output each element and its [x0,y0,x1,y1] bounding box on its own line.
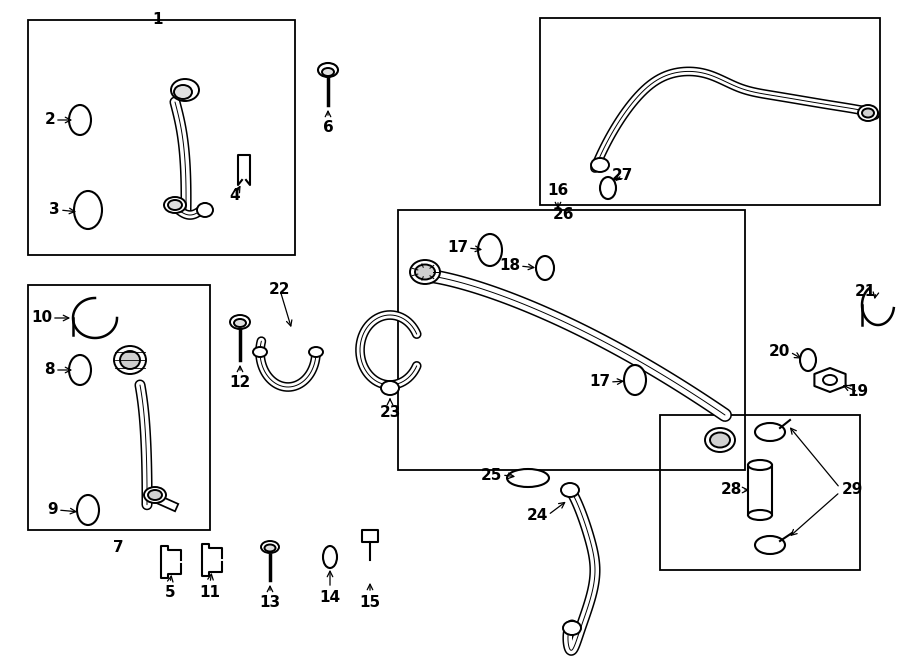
Bar [28,285,210,530]
Ellipse shape [174,85,192,99]
Text: 3: 3 [50,202,60,217]
Ellipse shape [265,545,275,551]
Ellipse shape [823,375,837,385]
Ellipse shape [69,355,91,385]
Text: 2: 2 [44,112,55,128]
Text: 7: 7 [112,540,123,555]
Text: 6: 6 [322,120,333,135]
Text: 26: 26 [553,207,574,222]
Ellipse shape [563,621,581,635]
Text: 17: 17 [447,241,468,256]
Ellipse shape [705,428,735,452]
Ellipse shape [74,191,102,229]
Text: 15: 15 [359,595,381,610]
Ellipse shape [234,319,246,327]
Ellipse shape [309,347,323,357]
Text: 11: 11 [200,585,220,600]
Text: 20: 20 [769,344,790,360]
Text: 18: 18 [499,258,520,274]
Ellipse shape [69,105,91,135]
Ellipse shape [710,432,730,447]
Ellipse shape [323,546,337,568]
Text: 10: 10 [31,311,52,325]
Ellipse shape [318,63,338,77]
Ellipse shape [561,483,579,497]
Text: 16: 16 [547,183,569,198]
Text: 24: 24 [526,508,548,522]
Ellipse shape [862,108,874,118]
Ellipse shape [600,177,616,199]
Text: 4: 4 [230,188,240,202]
Text: 21: 21 [855,284,876,299]
Ellipse shape [322,68,334,76]
Text: 5: 5 [165,585,176,600]
Ellipse shape [120,351,140,369]
Text: 27: 27 [611,167,633,182]
Ellipse shape [858,105,878,121]
Bar [398,210,745,470]
Text: 17: 17 [589,375,610,389]
Text: 19: 19 [848,385,868,399]
Ellipse shape [381,381,399,395]
Text: 29: 29 [842,483,863,498]
Ellipse shape [800,349,816,371]
Polygon shape [814,368,846,392]
Ellipse shape [148,490,162,500]
Ellipse shape [536,256,554,280]
Text: 23: 23 [379,405,400,420]
Ellipse shape [507,469,549,487]
Ellipse shape [261,541,279,553]
Ellipse shape [415,264,435,280]
Ellipse shape [77,495,99,525]
Bar [540,18,880,205]
Bar [748,465,772,515]
Ellipse shape [748,510,772,520]
Ellipse shape [230,315,250,329]
Text: 8: 8 [44,362,55,377]
Text: 13: 13 [259,595,281,610]
Ellipse shape [197,203,213,217]
Text: 25: 25 [481,467,502,483]
Ellipse shape [171,79,199,101]
Text: 9: 9 [48,502,58,518]
Ellipse shape [748,460,772,470]
Ellipse shape [168,200,182,210]
Text: 1: 1 [153,12,163,27]
Ellipse shape [410,260,440,284]
Bar [660,415,860,570]
Ellipse shape [114,346,146,374]
Text: 28: 28 [721,483,742,498]
Text: 12: 12 [230,375,250,390]
Ellipse shape [478,234,502,266]
Ellipse shape [164,197,186,213]
Ellipse shape [144,487,166,503]
Text: 22: 22 [269,282,291,297]
Bar [28,20,295,255]
Ellipse shape [591,158,609,172]
Ellipse shape [253,347,267,357]
Text: 14: 14 [320,590,340,605]
Ellipse shape [624,365,646,395]
